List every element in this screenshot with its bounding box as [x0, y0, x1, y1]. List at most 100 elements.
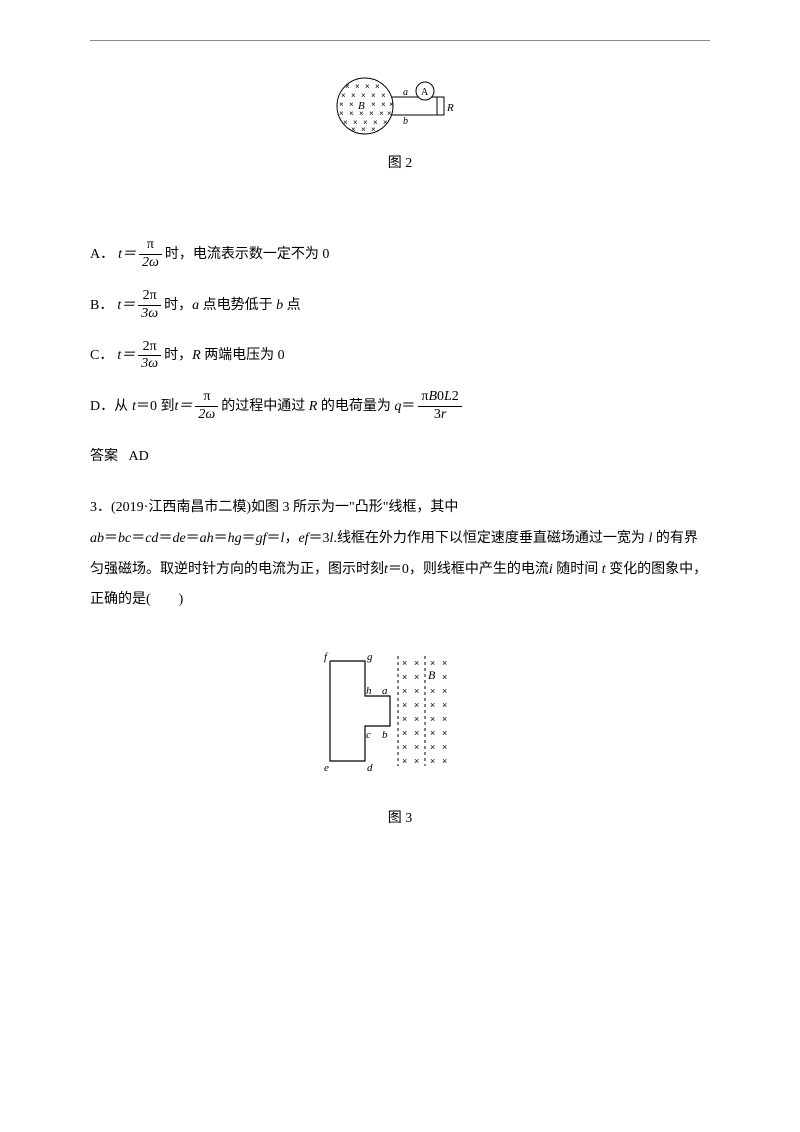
- svg-text:×: ×: [365, 82, 370, 91]
- figure-2-container: ×××× ××××× ××××× ×××××× ××××× ××× B a b …: [90, 71, 710, 176]
- svg-text:×: ×: [361, 125, 366, 134]
- svg-text:×: ×: [361, 91, 366, 100]
- point-a-label: a: [403, 87, 408, 98]
- svg-text:×: ×: [414, 728, 419, 738]
- option-C-t: t＝: [117, 343, 135, 368]
- svg-text:×: ×: [414, 742, 419, 752]
- svg-text:×: ×: [414, 658, 419, 668]
- svg-text:×: ×: [343, 118, 348, 127]
- option-A-label: A．: [90, 242, 114, 267]
- svg-text:×: ×: [442, 672, 447, 682]
- label-a: a: [382, 685, 388, 697]
- svg-text:×: ×: [402, 686, 407, 696]
- svg-text:×: ×: [402, 700, 407, 710]
- figure-2-svg: ×××× ××××× ××××× ×××××× ××××× ××× B a b …: [325, 71, 475, 141]
- field-label-B: B: [358, 100, 365, 112]
- label-B-field: B: [428, 668, 436, 682]
- svg-text:×: ×: [442, 728, 447, 738]
- option-A-text: 时，电流表示数一定不为 0: [165, 242, 330, 267]
- svg-text:×: ×: [381, 100, 386, 109]
- svg-text:×: ×: [375, 82, 380, 91]
- svg-text:×: ×: [442, 714, 447, 724]
- svg-text:×: ×: [442, 658, 447, 668]
- resistor-label: R: [446, 102, 454, 114]
- option-C-label: C．: [90, 343, 113, 368]
- option-C-text: 时，R 两端电压为 0: [164, 343, 285, 368]
- svg-text:×: ×: [430, 728, 435, 738]
- option-A-frac: π 2ω: [139, 237, 162, 272]
- svg-text:×: ×: [430, 742, 435, 752]
- svg-text:×: ×: [351, 125, 356, 134]
- option-B-t: t＝: [117, 293, 135, 318]
- option-D-t: t＝: [175, 394, 193, 419]
- svg-text:×: ×: [379, 109, 384, 118]
- svg-text:×: ×: [381, 91, 386, 100]
- svg-text:×: ×: [430, 700, 435, 710]
- svg-text:×: ×: [402, 672, 407, 682]
- option-C-frac: 2π 3ω: [138, 339, 161, 374]
- svg-text:×: ×: [430, 658, 435, 668]
- answer-value: AD: [129, 449, 149, 464]
- svg-text:×: ×: [383, 118, 388, 127]
- svg-text:×: ×: [414, 714, 419, 724]
- option-A-t: t＝: [118, 242, 136, 267]
- label-g: g: [367, 651, 373, 663]
- label-c: c: [366, 729, 371, 741]
- option-D: D．从 t＝0 到 t＝ π 2ω 的过程中通过 R 的电荷量为 q＝ πB0L…: [90, 389, 710, 424]
- problem-3-line2: ab＝bc＝cd＝de＝ah＝hg＝gf＝l，ef＝3l.线框在外力作用下以恒定…: [90, 524, 710, 616]
- svg-text:×: ×: [442, 686, 447, 696]
- svg-text:×: ×: [442, 700, 447, 710]
- svg-text:×: ×: [414, 672, 419, 682]
- svg-text:×: ×: [442, 742, 447, 752]
- svg-text:×: ×: [355, 82, 360, 91]
- svg-text:×: ×: [414, 700, 419, 710]
- option-B-frac: 2π 3ω: [138, 288, 161, 323]
- label-f: f: [324, 651, 329, 663]
- svg-text:×: ×: [371, 91, 376, 100]
- problem-3: 3．(2019·江西南昌市二模)如图 3 所示为一"凸形"线框，其中 ab＝bc…: [90, 493, 710, 616]
- option-B-text: 时，a 点电势低于 b 点: [164, 293, 301, 318]
- problem-3-line1: 3．(2019·江西南昌市二模)如图 3 所示为一"凸形"线框，其中: [90, 493, 710, 524]
- option-C: C． t＝ 2π 3ω 时，R 两端电压为 0: [90, 339, 710, 374]
- figure-3-svg: f g h a b c d e ×××× ××× ×××× ×××× ×××× …: [310, 646, 490, 796]
- svg-text:×: ×: [349, 109, 354, 118]
- answer-2: 答案 AD: [90, 444, 710, 469]
- option-D-frac1: π 2ω: [195, 389, 218, 424]
- option-D-t0: t＝0 到: [132, 394, 174, 419]
- svg-text:×: ×: [402, 658, 407, 668]
- label-h: h: [366, 685, 372, 697]
- svg-text:×: ×: [339, 100, 344, 109]
- svg-text:×: ×: [430, 686, 435, 696]
- svg-text:×: ×: [371, 125, 376, 134]
- svg-text:×: ×: [349, 100, 354, 109]
- svg-text:×: ×: [371, 100, 376, 109]
- svg-text:×: ×: [402, 714, 407, 724]
- svg-text:×: ×: [351, 91, 356, 100]
- svg-text:×: ×: [430, 756, 435, 766]
- svg-text:×: ×: [430, 714, 435, 724]
- label-d: d: [367, 762, 373, 774]
- svg-text:×: ×: [341, 91, 346, 100]
- svg-text:×: ×: [402, 728, 407, 738]
- figure-2-caption: 图 2: [90, 151, 710, 176]
- figure-3-caption: 图 3: [90, 806, 710, 831]
- option-B: B． t＝ 2π 3ω 时，a 点电势低于 b 点: [90, 288, 710, 323]
- svg-text:×: ×: [402, 742, 407, 752]
- svg-text:×: ×: [387, 109, 392, 118]
- answer-label: 答案: [90, 449, 118, 464]
- svg-text:×: ×: [414, 686, 419, 696]
- svg-text:×: ×: [442, 756, 447, 766]
- svg-text:×: ×: [369, 109, 374, 118]
- point-b-label: b: [403, 116, 408, 127]
- svg-text:×: ×: [339, 109, 344, 118]
- option-A: A． t＝ π 2ω 时，电流表示数一定不为 0: [90, 237, 710, 272]
- svg-text:×: ×: [414, 756, 419, 766]
- svg-text:×: ×: [345, 82, 350, 91]
- figure-3-container: f g h a b c d e ×××× ××× ×××× ×××× ×××× …: [90, 646, 710, 831]
- option-B-label: B．: [90, 293, 113, 318]
- svg-text:×: ×: [402, 756, 407, 766]
- ammeter-label: A: [421, 87, 429, 98]
- horizontal-rule: [90, 40, 710, 41]
- label-b: b: [382, 729, 388, 741]
- svg-text:×: ×: [389, 100, 394, 109]
